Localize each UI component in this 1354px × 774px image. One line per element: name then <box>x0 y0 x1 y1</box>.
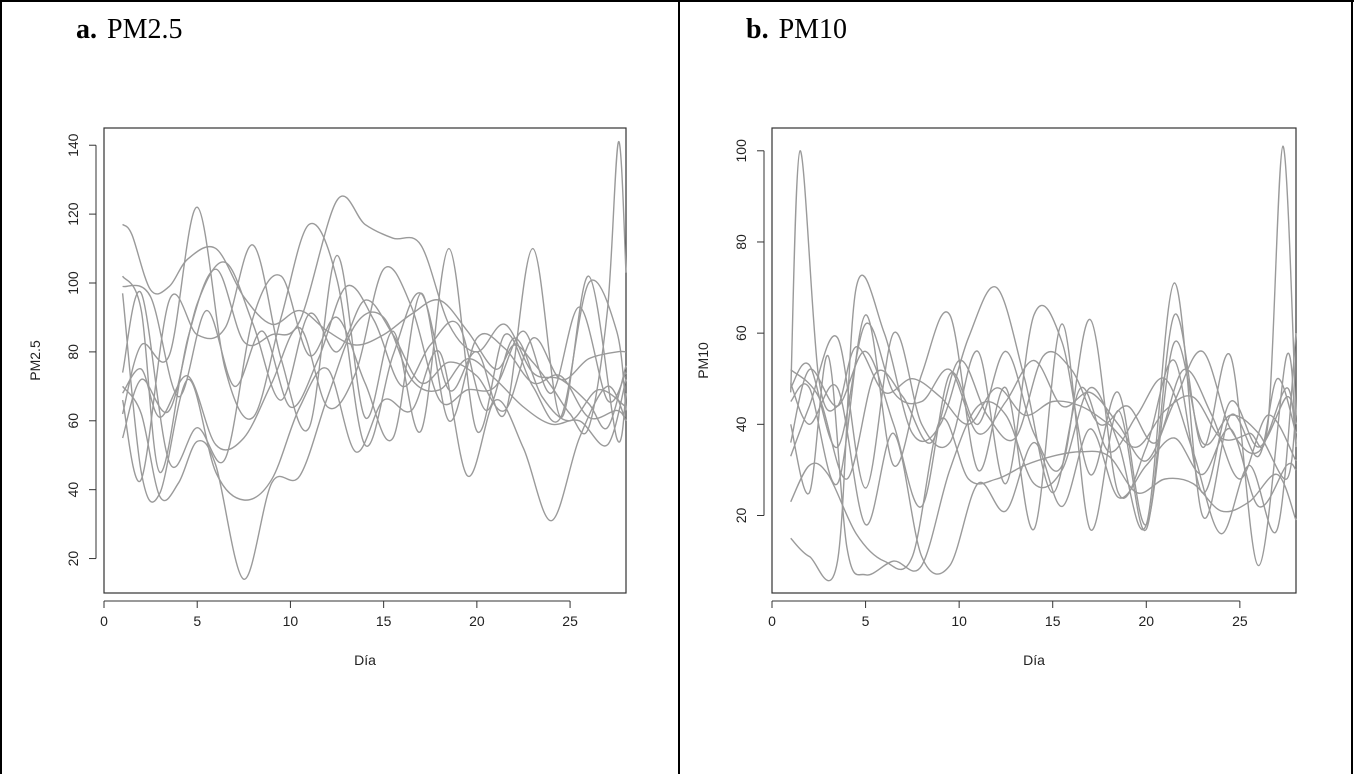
pm10-x-tick-label: 20 <box>1138 613 1154 629</box>
panel-a-title: PM2.5 <box>107 14 183 45</box>
pm10-x-tick-label: 0 <box>768 613 776 629</box>
pm25-y-axis-label: PM2.5 <box>27 340 43 381</box>
pm10-plot-frame <box>771 127 1297 594</box>
panel-b-heading: b. PM10 <box>746 12 847 48</box>
pm25-series-line-8 <box>121 274 627 468</box>
pm10-series-line-6 <box>790 318 1297 508</box>
pm10-y-tick-label: 100 <box>733 139 749 163</box>
pm25-y-tick-label: 100 <box>65 271 81 295</box>
pm10-series-line-4 <box>790 417 1297 571</box>
pm25-x-tick-label: 10 <box>283 613 299 629</box>
pm10-y-tick-label: 20 <box>733 508 749 524</box>
pm10-series-line-2 <box>790 282 1297 576</box>
pm25-y-tick-label: 120 <box>65 202 81 226</box>
pm10-y-tick-label: 40 <box>733 416 749 432</box>
panel-b-title: PM10 <box>778 14 848 45</box>
pm25-series-line-1 <box>122 141 627 435</box>
pm10-x-tick-label: 25 <box>1232 613 1248 629</box>
chart-pm10: 0 5 10 15 20 25 Día 20 40 60 80 100 PM10 <box>695 127 1297 668</box>
panel-a-letter: a. <box>76 14 97 45</box>
pm25-x-tick-label: 25 <box>562 613 578 629</box>
pm10-y-tick-label: 60 <box>733 325 749 341</box>
pm10-x-tick-label: 10 <box>951 613 967 629</box>
pm25-x-axis-label: Día <box>354 652 376 668</box>
pm10-y-axis-label: PM10 <box>695 342 711 379</box>
pm25-y-tick-label: 80 <box>65 344 81 360</box>
right-border <box>1351 0 1353 774</box>
pm10-y-tick-label: 80 <box>733 234 749 250</box>
left-border <box>0 0 2 774</box>
pm25-y-tick-label: 140 <box>65 133 81 157</box>
panel-divider <box>678 0 680 774</box>
pm10-x-tick-label: 15 <box>1045 613 1061 629</box>
pm25-series-line-4 <box>121 293 627 522</box>
pm10-series-line-9 <box>790 350 1297 480</box>
top-border <box>0 0 1354 2</box>
pm25-y-tick-label: 20 <box>65 551 81 567</box>
pm10-series-line-10 <box>790 383 1297 575</box>
pm25-y-tick-label: 60 <box>65 413 81 429</box>
pm10-series-line-7 <box>790 304 1297 526</box>
pm10-x-tick-label: 5 <box>862 613 870 629</box>
pm10-series-line-3 <box>790 274 1297 582</box>
pm25-series-line-7 <box>121 244 627 483</box>
pm25-series-line-10 <box>121 261 627 439</box>
pm10-x-axis-label: Día <box>1023 652 1045 668</box>
panel-a-heading: a. PM2.5 <box>76 12 182 48</box>
pm10-series-line-5 <box>790 311 1297 567</box>
pm25-x-tick-label: 0 <box>100 613 108 629</box>
pm25-x-tick-label: 5 <box>193 613 201 629</box>
pm25-x-tick-label: 20 <box>469 613 485 629</box>
pm25-x-tick-label: 15 <box>376 613 392 629</box>
pm25-series-line-2 <box>122 311 627 580</box>
pm25-series-line-6 <box>122 266 627 451</box>
pm25-y-tick-label: 40 <box>65 482 81 498</box>
chart-pm25: 0 5 10 15 20 25 Día 20 40 60 80 100 120 140 PM2.5 <box>27 127 627 668</box>
panel-b-letter: b. <box>746 14 769 45</box>
pm25-plot-frame <box>103 127 627 594</box>
